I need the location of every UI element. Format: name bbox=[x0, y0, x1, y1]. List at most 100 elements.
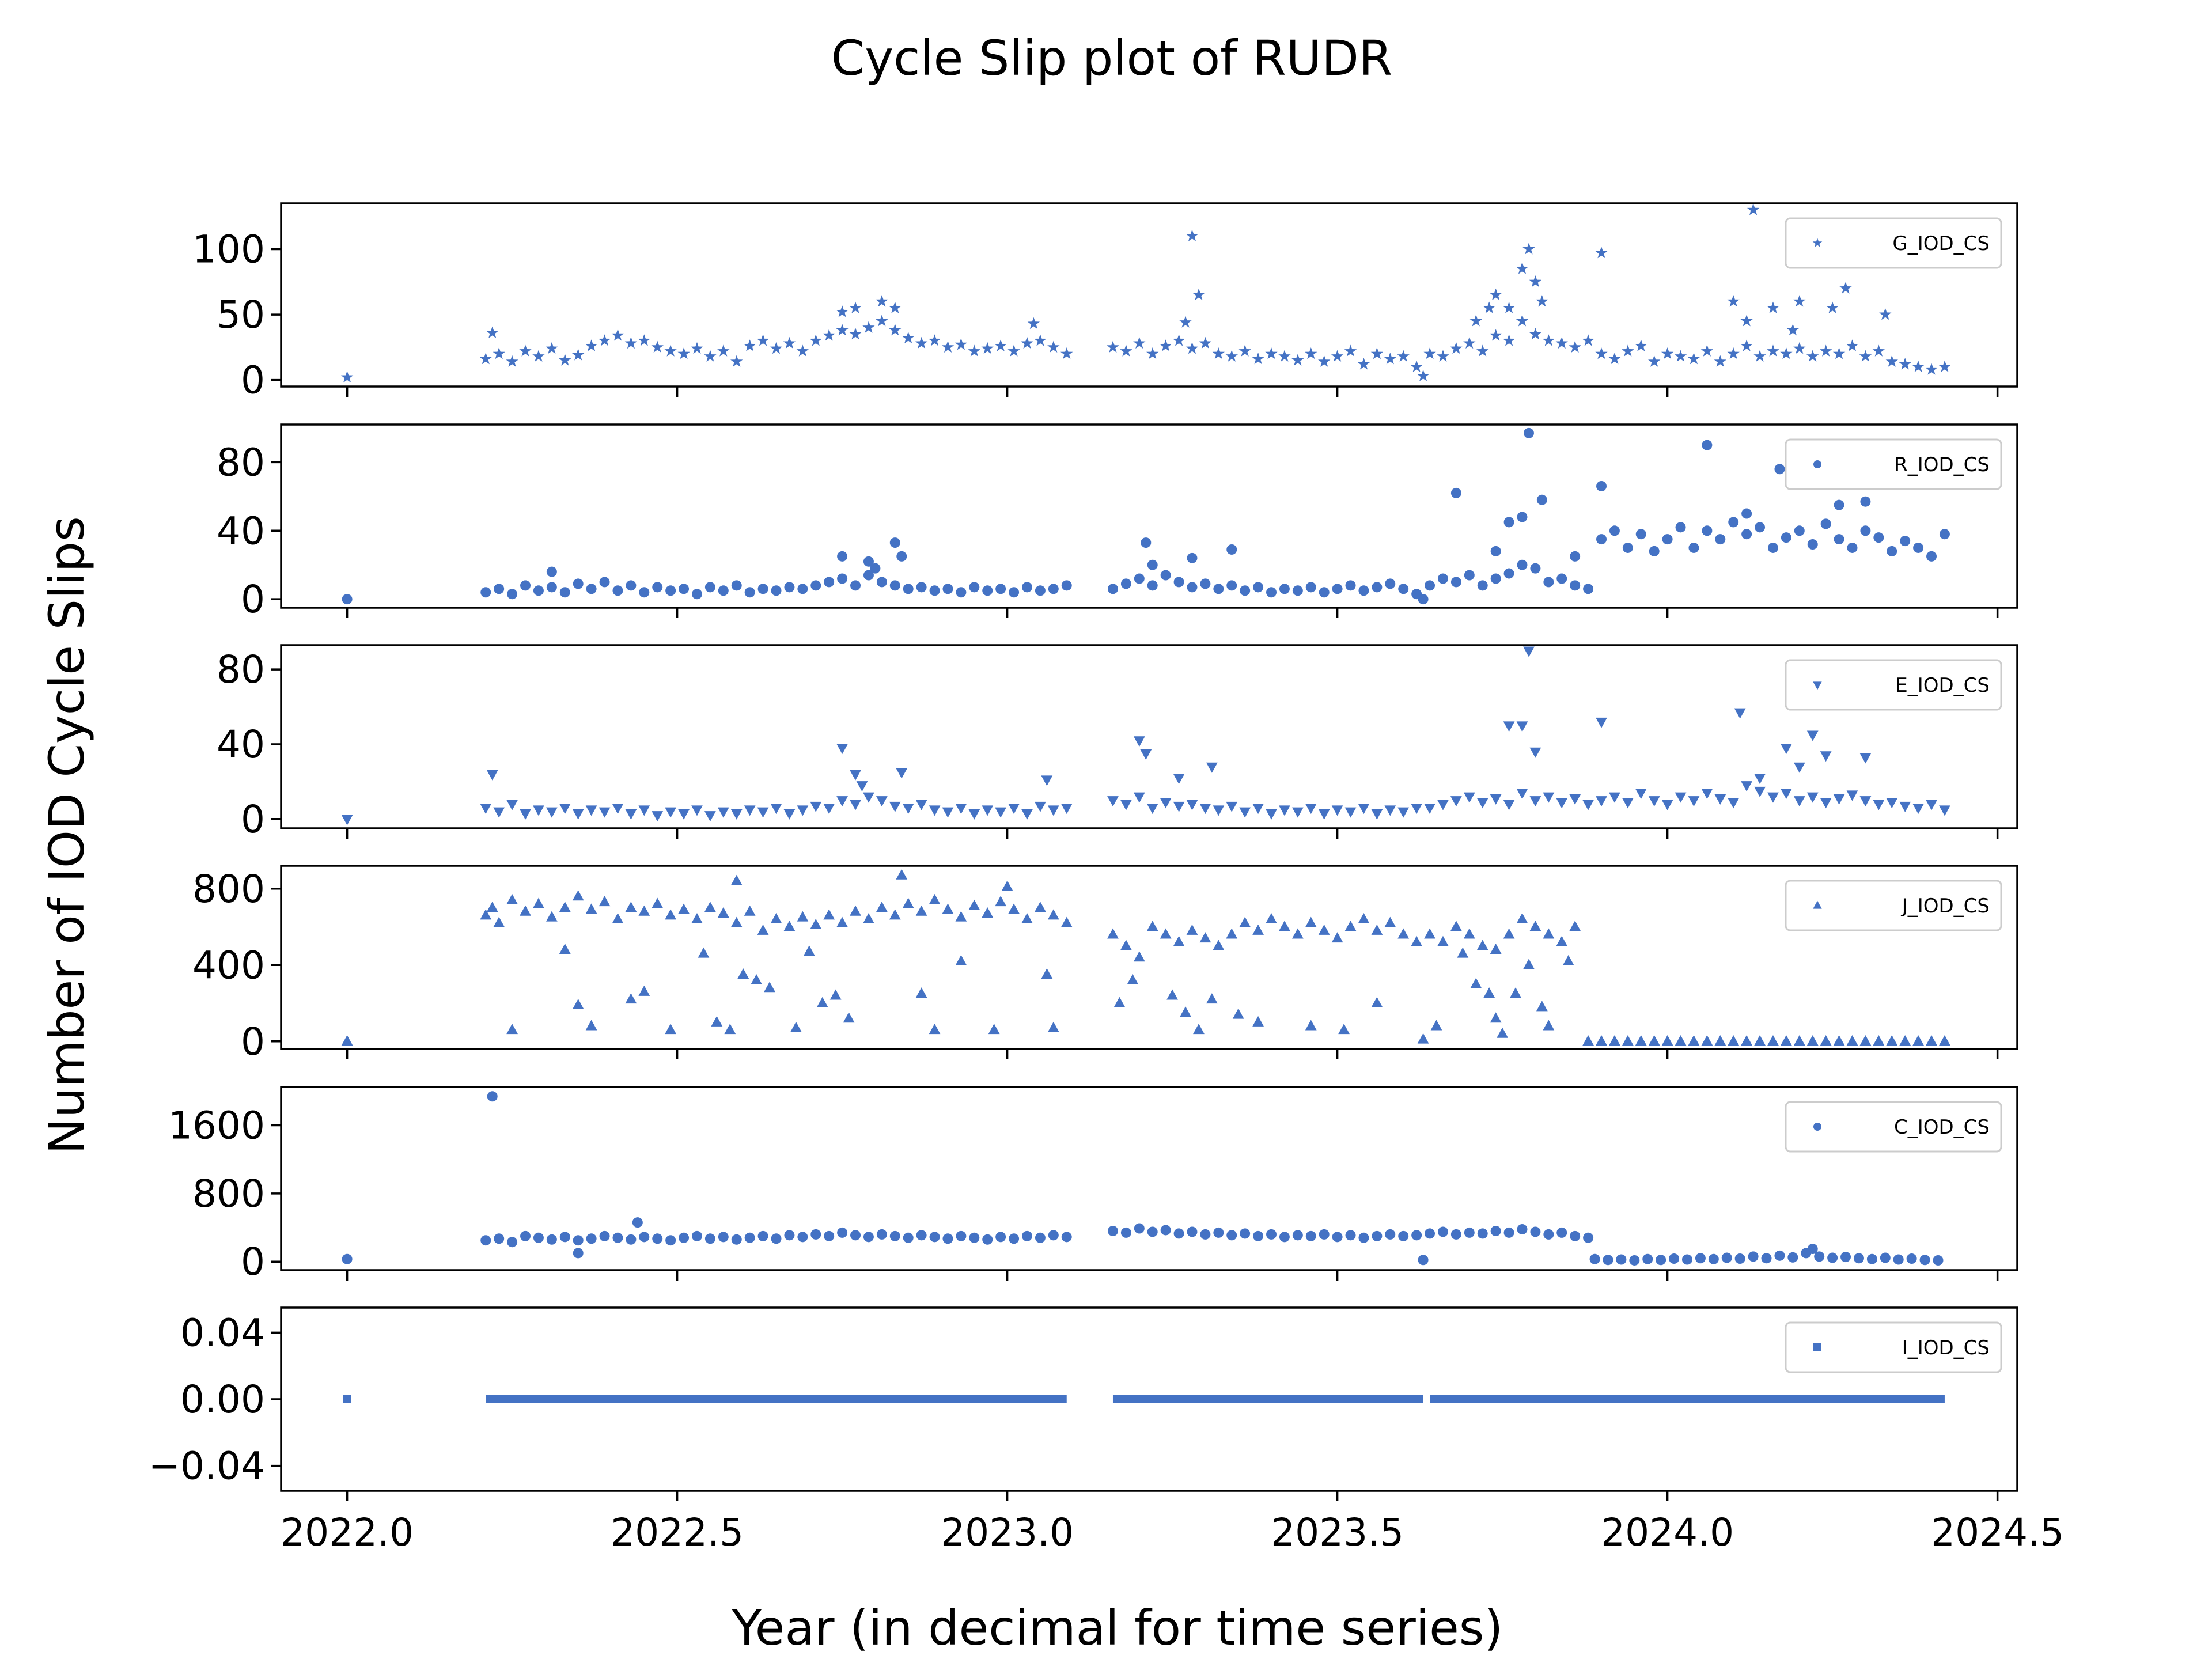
data-point bbox=[598, 334, 611, 346]
data-point bbox=[764, 982, 775, 993]
data-point bbox=[1781, 532, 1791, 543]
data-point bbox=[903, 1232, 914, 1243]
data-point bbox=[1385, 1229, 1396, 1240]
data-point bbox=[599, 807, 611, 818]
data-point bbox=[1893, 1254, 1904, 1265]
data-point bbox=[809, 334, 822, 346]
data-point bbox=[916, 1230, 927, 1241]
data-point bbox=[1332, 584, 1343, 594]
data-point bbox=[691, 805, 703, 816]
data-point bbox=[1372, 582, 1382, 593]
data-point bbox=[1344, 344, 1357, 357]
data-point bbox=[1292, 1230, 1303, 1241]
data-point bbox=[982, 805, 994, 816]
data-point bbox=[1331, 805, 1343, 816]
data-point bbox=[1635, 789, 1647, 800]
legend-label: R_IOD_CS bbox=[1894, 453, 1990, 476]
data-point bbox=[1060, 347, 1073, 359]
data-point bbox=[1490, 546, 1501, 556]
data-point bbox=[1583, 1232, 1594, 1243]
data-point bbox=[1616, 1254, 1627, 1265]
data-point bbox=[717, 807, 729, 818]
data-point bbox=[1502, 301, 1516, 313]
data-point bbox=[724, 1024, 736, 1035]
data-point bbox=[803, 945, 815, 956]
plot-frame bbox=[280, 1086, 2018, 1271]
data-point bbox=[519, 344, 532, 357]
data-point bbox=[889, 580, 900, 591]
data-point bbox=[572, 999, 584, 1010]
data-point bbox=[1035, 801, 1046, 812]
data-point bbox=[981, 342, 994, 354]
data-point bbox=[1880, 1252, 1891, 1263]
data-point bbox=[1536, 1001, 1548, 1012]
data-point bbox=[1794, 525, 1805, 536]
data-point bbox=[1608, 353, 1621, 365]
data-point bbox=[1839, 282, 1852, 294]
data-point bbox=[1384, 916, 1396, 927]
data-point bbox=[1556, 1227, 1567, 1238]
data-point bbox=[1543, 792, 1555, 803]
legend-marker bbox=[1813, 681, 1822, 690]
data-point bbox=[1425, 1228, 1435, 1239]
data-point bbox=[771, 1233, 782, 1244]
data-point bbox=[1780, 347, 1793, 359]
data-point bbox=[1523, 646, 1535, 657]
data-point bbox=[1411, 935, 1423, 946]
data-point bbox=[704, 582, 715, 593]
data-point bbox=[625, 902, 637, 912]
data-point bbox=[1213, 805, 1225, 816]
data-point bbox=[651, 340, 664, 353]
data-point bbox=[1358, 912, 1370, 923]
series-g-iod-cs bbox=[340, 203, 1951, 383]
data-point bbox=[652, 811, 664, 822]
data-point bbox=[1793, 1035, 1805, 1046]
data-point bbox=[1609, 792, 1620, 803]
data-point bbox=[1035, 585, 1046, 596]
data-point bbox=[1345, 1230, 1356, 1241]
data-point bbox=[1253, 582, 1264, 593]
data-point bbox=[677, 347, 690, 359]
data-point bbox=[1503, 800, 1515, 810]
data-point bbox=[1806, 792, 1819, 803]
data-point bbox=[837, 551, 848, 562]
data-point bbox=[1107, 584, 1118, 594]
data-point bbox=[1687, 353, 1700, 365]
data-point bbox=[889, 801, 901, 812]
data-point bbox=[704, 1233, 715, 1244]
y-tick-label: 0 bbox=[241, 1020, 265, 1064]
y-tick-label: 800 bbox=[192, 867, 265, 911]
data-point bbox=[1463, 336, 1476, 349]
data-point bbox=[1483, 987, 1495, 998]
data-point bbox=[691, 1230, 702, 1241]
legend-box bbox=[1785, 659, 2002, 711]
data-point bbox=[1134, 573, 1145, 584]
data-point bbox=[1681, 1254, 1692, 1265]
data-point bbox=[1747, 203, 1760, 215]
legend: J_IOD_CS bbox=[1785, 880, 2002, 931]
data-point bbox=[929, 805, 941, 816]
data-point bbox=[1192, 288, 1205, 301]
data-point bbox=[1543, 1020, 1555, 1031]
data-point bbox=[896, 869, 908, 880]
data-point bbox=[1424, 928, 1435, 939]
legend-label: J_IOD_CS bbox=[1901, 895, 1990, 918]
x-tick-label: 2024.0 bbox=[1601, 1510, 1734, 1555]
data-point bbox=[915, 800, 927, 810]
data-point bbox=[1569, 340, 1581, 353]
data-point bbox=[1120, 940, 1132, 950]
data-point bbox=[863, 912, 874, 923]
data-point bbox=[1938, 360, 1951, 372]
data-point bbox=[1021, 912, 1033, 923]
data-point bbox=[982, 1234, 993, 1245]
data-point bbox=[506, 800, 518, 810]
data-point bbox=[1425, 580, 1435, 591]
data-point bbox=[1939, 1035, 1950, 1046]
data-point bbox=[956, 1230, 967, 1241]
y-tick-label: 0.00 bbox=[180, 1377, 265, 1422]
data-point bbox=[771, 585, 782, 596]
data-point bbox=[1061, 1232, 1072, 1243]
data-point bbox=[586, 584, 597, 594]
data-point bbox=[573, 1248, 584, 1259]
x-tick-label: 2022.5 bbox=[611, 1510, 744, 1555]
